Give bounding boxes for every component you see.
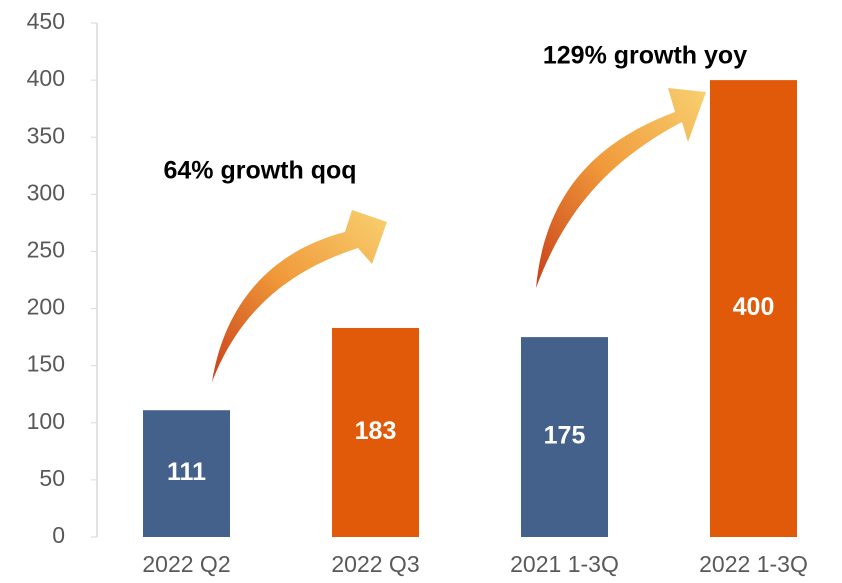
value-label: 400	[733, 293, 775, 321]
y-tick-label: 350	[27, 122, 65, 148]
bar	[143, 410, 230, 537]
bar	[521, 337, 608, 537]
annotation: 64% growth qoq	[163, 157, 356, 185]
y-tick-label: 400	[27, 65, 65, 91]
bar	[710, 80, 797, 537]
y-tick-label: 250	[27, 237, 65, 263]
value-label: 183	[355, 417, 397, 445]
x-tick-label: 2021 1-3Q	[510, 551, 619, 577]
arrow	[536, 88, 706, 288]
y-tick-label: 300	[27, 179, 65, 205]
y-tick-label: 450	[27, 8, 65, 34]
y-tick-label: 150	[27, 351, 65, 377]
value-label: 111	[167, 458, 206, 486]
y-tick-label: 50	[39, 465, 65, 491]
x-tick-label: 2022 Q3	[331, 551, 419, 577]
y-tick-label: 200	[27, 294, 65, 320]
y-tick-label: 0	[52, 522, 65, 548]
arrow	[212, 210, 387, 382]
y-tick-label: 100	[27, 408, 65, 434]
x-tick-label: 2022 Q2	[142, 551, 230, 577]
x-tick-label: 2022 1-3Q	[699, 551, 808, 577]
bar	[332, 327, 419, 537]
value-label: 175	[544, 422, 586, 450]
annotation: 129% growth yoy	[543, 42, 747, 70]
